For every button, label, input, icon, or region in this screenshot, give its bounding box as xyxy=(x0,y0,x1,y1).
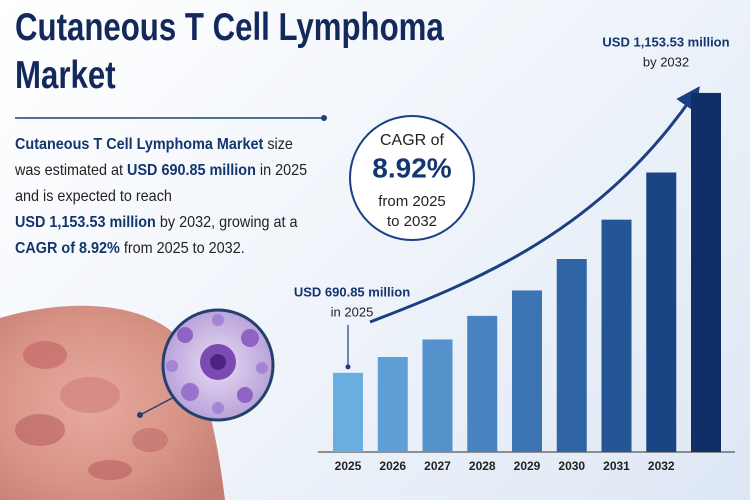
summary-text: from 2025 to 2032. xyxy=(119,240,245,257)
bar xyxy=(377,357,408,452)
summary-highlight: USD 690.85 million xyxy=(127,162,256,179)
annotation: by 2032 xyxy=(643,54,689,69)
summary-highlight: USD 1,153.53 million xyxy=(15,214,156,231)
growth-arrow xyxy=(369,86,700,324)
annotation-dot xyxy=(345,364,351,370)
x-tick-label: 2032 xyxy=(648,459,675,473)
x-tick-label: 2026 xyxy=(379,459,406,473)
summary-highlight: CAGR of 8.92% xyxy=(15,240,120,257)
cagr-label: CAGR of xyxy=(380,132,445,149)
annotation: USD 690.85 million xyxy=(294,284,410,299)
bar xyxy=(601,219,632,452)
summary-text: size was estimated at xyxy=(15,136,293,179)
bar xyxy=(646,172,677,453)
cagr-period: to 2032 xyxy=(387,213,437,230)
bar xyxy=(422,339,453,452)
summary-text: in 2025 and is expected to reach xyxy=(15,162,308,205)
divider-dot xyxy=(321,115,327,121)
x-tick-label: 2031 xyxy=(603,459,630,473)
cagr-period: from 2025 xyxy=(378,193,446,210)
bar xyxy=(691,92,721,452)
bar xyxy=(333,372,363,452)
x-tick-label: 2028 xyxy=(469,459,496,473)
annotation: USD 1,153.53 million xyxy=(602,34,729,49)
x-tick-label: 2025 xyxy=(335,459,362,473)
annotation: in 2025 xyxy=(331,304,374,319)
bar xyxy=(467,315,498,452)
summary-text: by 2032, growing at a xyxy=(155,214,298,231)
cagr-value: 8.92% xyxy=(372,152,451,183)
bar xyxy=(512,290,542,452)
summary-highlight: Cutaneous T Cell Lymphoma Market xyxy=(15,136,264,153)
x-tick-label: 2030 xyxy=(558,459,585,473)
cagr-badge xyxy=(349,115,475,241)
bar xyxy=(556,259,587,452)
summary: Cutaneous T Cell Lymphoma Market size wa… xyxy=(15,132,312,262)
x-tick-label: 2029 xyxy=(514,459,541,473)
x-tick-label: 2027 xyxy=(424,459,451,473)
title: Cutaneous T Cell Lymphoma Market xyxy=(15,6,444,97)
illustration xyxy=(0,305,275,500)
